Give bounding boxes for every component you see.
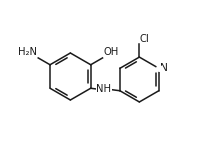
Text: NH: NH bbox=[96, 84, 111, 94]
Text: N: N bbox=[160, 63, 168, 73]
Text: NH: NH bbox=[96, 84, 111, 94]
Text: OH: OH bbox=[103, 47, 119, 57]
Text: Cl: Cl bbox=[140, 34, 149, 44]
Text: H₂N: H₂N bbox=[18, 47, 38, 57]
